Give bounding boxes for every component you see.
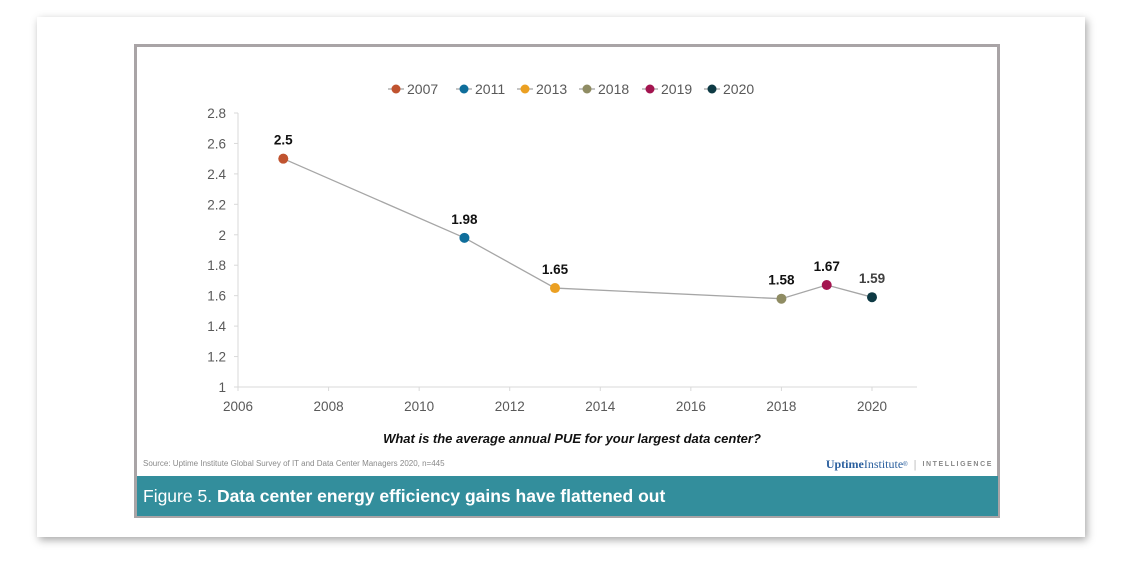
legend-marker <box>582 84 592 94</box>
data-label-2007: 2.5 <box>274 133 293 148</box>
brand-uptime: Uptime <box>825 457 864 471</box>
data-point-2011 <box>459 232 470 243</box>
caption-title: Data center energy efficiency gains have… <box>216 485 666 506</box>
connector-line <box>283 158 873 300</box>
data-point-2007 <box>278 153 289 164</box>
y-tick-label: 2.4 <box>207 167 226 182</box>
y-tick-label: 1 <box>218 380 226 395</box>
axes <box>237 113 917 388</box>
x-tick-label: 2018 <box>766 399 796 414</box>
legend-marker <box>459 84 469 94</box>
x-tick-label: 2020 <box>857 399 887 414</box>
data-label-2011: 1.98 <box>451 212 478 227</box>
data-label-2019: 1.67 <box>814 259 840 274</box>
legend-label: 2019 <box>661 81 692 97</box>
data-labels: 2.5 1.98 1.65 1.58 1.67 1.59 <box>274 133 885 288</box>
brand-separator: | <box>913 458 917 471</box>
data-points <box>278 153 877 304</box>
series-connector <box>283 158 873 300</box>
data-point-2020 <box>867 292 877 303</box>
legend-item-2020: 2020 <box>704 81 754 97</box>
legend-label: 2007 <box>407 81 438 97</box>
legend-item-2018: 2018 <box>579 81 629 97</box>
legend-label: 2011 <box>475 81 505 97</box>
legend-item-2007: 2007 <box>388 81 438 97</box>
y-tick-label: 1.4 <box>207 319 226 334</box>
data-point-2018 <box>776 293 787 304</box>
brand-trademark: ® <box>903 461 908 468</box>
x-tick-label: 2008 <box>314 399 344 414</box>
data-point-2019 <box>821 280 832 291</box>
legend-label: 2013 <box>536 81 567 97</box>
brand-institute: Institute <box>863 457 904 471</box>
legend-marker <box>520 84 530 94</box>
x-tick-label: 2016 <box>676 399 706 414</box>
y-tick-label: 2.2 <box>207 197 226 212</box>
legend-marker <box>391 84 401 94</box>
legend-label: 2020 <box>723 81 754 97</box>
caption-prefix: Figure 5. <box>143 485 217 506</box>
x-tick-label: 2014 <box>585 399 616 414</box>
data-label-2020: 1.59 <box>859 271 885 286</box>
legend-item-2011: 2011 <box>456 81 505 97</box>
y-tick-label: 1.6 <box>207 289 226 304</box>
figure-caption: Figure 5. Data center energy efficiency … <box>137 476 998 516</box>
legend-item-2019: 2019 <box>642 81 692 97</box>
x-axis-title: What is the average annual PUE for your … <box>383 431 761 446</box>
legend: 2007 2011 2013 2018 2019 2020 <box>388 81 754 97</box>
source-note: Source: Uptime Institute Global Survey o… <box>143 459 445 468</box>
legend-item-2013: 2013 <box>517 81 567 97</box>
legend-marker <box>645 84 655 94</box>
y-tick-label: 2.8 <box>207 106 226 121</box>
y-tick-label: 1.8 <box>207 258 226 273</box>
x-tick-label: 2012 <box>495 399 525 414</box>
y-tick-label: 2 <box>218 228 226 243</box>
data-label-2013: 1.65 <box>542 262 569 277</box>
data-label-2018: 1.58 <box>768 273 795 288</box>
x-tick-label: 2006 <box>223 399 253 414</box>
data-point-2013 <box>550 283 560 294</box>
legend-marker <box>707 84 717 94</box>
brand-intelligence: INTELLIGENCE <box>922 461 993 468</box>
legend-label: 2018 <box>598 81 629 97</box>
ticks: 1 1.2 1.4 1.6 1.8 2 2.2 2.4 2.6 2.8 2006 2008 2010 20… <box>207 106 887 414</box>
brand-logo: Uptime Institute ® | INTELLIGENCE <box>826 457 993 472</box>
y-tick-label: 1.2 <box>207 350 226 365</box>
chart-frame <box>134 44 1000 518</box>
y-tick-label: 2.6 <box>207 136 226 151</box>
x-tick-label: 2010 <box>404 399 434 414</box>
